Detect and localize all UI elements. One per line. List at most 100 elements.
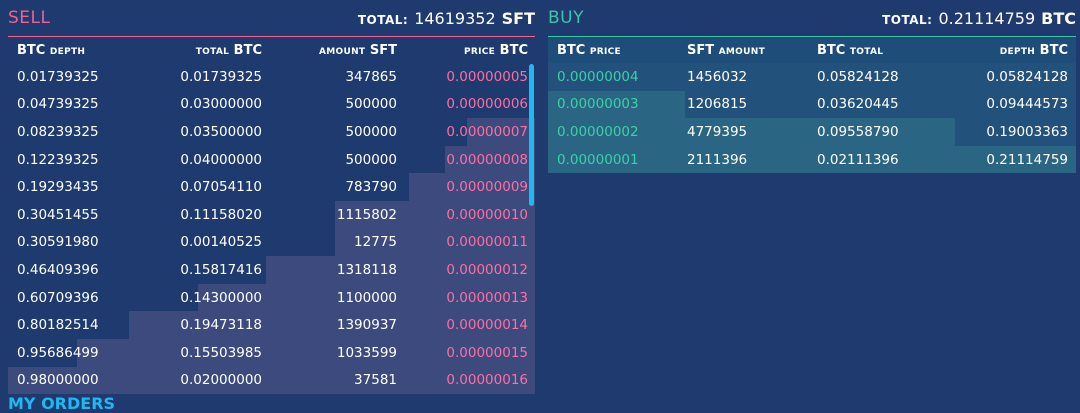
buy-orderbook: BUY TOTAL: 0.21114759 BTC BTC PRICE SFT … <box>548 0 1076 174</box>
sell-amount-cell: 37581 <box>354 372 397 389</box>
buy-depth-cell: 0.05824128 <box>986 68 1068 85</box>
sell-order-row[interactable]: 0.19293435 0.07054110 783790 0.00000009 <box>8 173 535 201</box>
sell-total-cell: 0.03000000 <box>180 96 262 113</box>
sell-total-cell: 0.14300000 <box>180 289 262 306</box>
sell-title: SELL <box>8 8 51 28</box>
sell-depth-cell: 0.30451455 <box>17 206 99 223</box>
sell-total: TOTAL: 14619352 SFT <box>358 9 535 28</box>
sell-total-value: 14619352 <box>414 8 496 28</box>
sell-depth-bar <box>8 366 535 395</box>
sell-order-row[interactable]: 0.80182514 0.19473118 1390937 0.00000014 <box>8 311 535 339</box>
sell-col-amount[interactable]: AMOUNT SFT <box>318 42 397 58</box>
sell-price-cell: 0.00000005 <box>446 68 528 85</box>
buy-total-cell: 0.02111396 <box>817 151 899 168</box>
buy-total-label: TOTAL: <box>882 12 933 27</box>
sell-order-row[interactable]: 0.08239325 0.03500000 500000 0.00000007 <box>8 118 535 146</box>
buy-amount-cell: 1206815 <box>687 96 748 113</box>
sell-col-total[interactable]: TOTAL BTC <box>195 42 262 58</box>
sell-amount-cell: 1100000 <box>336 289 397 306</box>
sell-price-cell: 0.00000014 <box>446 317 528 334</box>
sell-total-cell: 0.02000000 <box>180 372 262 389</box>
sell-total-cell: 0.15817416 <box>180 261 262 278</box>
buy-depth-bar <box>548 118 955 146</box>
sell-order-row[interactable]: 0.30591980 0.00140525 12775 0.00000011 <box>8 228 535 257</box>
sell-total-cell: 0.11158020 <box>180 206 262 223</box>
buy-amount-cell: 2111396 <box>687 151 748 168</box>
sell-amount-cell: 500000 <box>345 96 397 113</box>
sell-amount-cell: 1115802 <box>336 206 397 223</box>
sell-order-row[interactable]: 0.60709396 0.14300000 1100000 0.00000013 <box>8 283 535 312</box>
buy-rows: 0.00000004 1456032 0.05824128 0.05824128 0.0… <box>548 63 1076 174</box>
sell-order-row[interactable]: 0.30451455 0.11158020 1115802 0.00000010 <box>8 200 535 229</box>
buy-col-amount[interactable]: SFT AMOUNT <box>687 42 766 58</box>
buy-depth-bar <box>548 145 1076 174</box>
buy-price-cell: 0.00000002 <box>557 123 639 140</box>
sell-depth-cell: 0.80182514 <box>17 317 99 334</box>
sell-scrollbar[interactable] <box>529 64 534 206</box>
buy-amount-cell: 1456032 <box>687 68 748 85</box>
sell-depth-bar <box>266 256 535 284</box>
sell-total-cell: 0.03500000 <box>180 123 262 140</box>
sell-order-row[interactable]: 0.12239325 0.04000000 500000 0.00000008 <box>8 145 535 174</box>
sell-depth-cell: 0.95686499 <box>17 344 99 361</box>
sell-price-cell: 0.00000011 <box>446 234 528 251</box>
sell-price-cell: 0.00000010 <box>446 206 528 223</box>
sell-depth-bar <box>76 338 535 367</box>
sell-depth-cell: 0.01739325 <box>17 68 99 85</box>
sell-price-cell: 0.00000007 <box>446 123 528 140</box>
buy-total-unit: BTC <box>1041 8 1076 28</box>
sell-depth-bar <box>466 118 535 146</box>
sell-depth-bar <box>445 145 535 174</box>
sell-col-depth[interactable]: BTC DEPTH <box>17 42 86 58</box>
sell-order-row[interactable]: 0.98000000 0.02000000 37581 0.00000016 <box>8 366 535 395</box>
sell-amount-cell: 1390937 <box>336 317 397 334</box>
sell-amount-cell: 12775 <box>354 234 397 251</box>
sell-total-cell: 0.00140525 <box>180 234 262 251</box>
buy-price-cell: 0.00000001 <box>557 151 639 168</box>
sell-rows: 0.01739325 0.01739325 347865 0.00000005 0.04… <box>8 63 535 403</box>
sell-depth-cell: 0.08239325 <box>17 123 99 140</box>
buy-depth-cell: 0.19003363 <box>986 123 1068 140</box>
my-orders-title: MY ORDERS <box>8 394 116 413</box>
sell-price-cell: 0.00000013 <box>446 289 528 306</box>
sell-orderbook: SELL TOTAL: 14619352 SFT BTC DEPTH TOTAL… <box>8 0 535 403</box>
sell-depth-cell: 0.04739325 <box>17 96 99 113</box>
buy-order-row[interactable]: 0.00000003 1206815 0.03620445 0.09444573 <box>548 90 1076 119</box>
sell-depth-bar <box>334 200 535 229</box>
sell-depth-cell: 0.19293435 <box>17 179 99 196</box>
buy-col-depth[interactable]: DEPTH BTC <box>999 42 1068 58</box>
sell-amount-cell: 500000 <box>345 151 397 168</box>
buy-title: BUY <box>548 8 584 28</box>
buy-depth-cell: 0.09444573 <box>986 96 1068 113</box>
sell-order-row[interactable]: 0.01739325 0.01739325 347865 0.00000005 <box>8 63 535 91</box>
sell-price-cell: 0.00000016 <box>446 372 528 389</box>
buy-order-row[interactable]: 0.00000002 4779395 0.09558790 0.19003363 <box>548 118 1076 146</box>
buy-col-total[interactable]: BTC TOTAL <box>817 42 884 58</box>
sell-total-label: TOTAL: <box>357 12 409 27</box>
sell-amount-cell: 500000 <box>345 123 397 140</box>
sell-total-cell: 0.19473118 <box>180 317 262 334</box>
sell-total-unit: SFT <box>501 8 535 28</box>
sell-depth-cell: 0.12239325 <box>17 151 99 168</box>
sell-total-cell: 0.15503985 <box>180 344 262 361</box>
buy-order-row[interactable]: 0.00000004 1456032 0.05824128 0.05824128 <box>548 63 1076 91</box>
sell-col-price[interactable]: PRICE BTC <box>464 42 528 58</box>
sell-order-row[interactable]: 0.46409396 0.15817416 1318118 0.00000012 <box>8 256 535 284</box>
buy-total-cell: 0.09558790 <box>817 123 899 140</box>
sell-price-cell: 0.00000009 <box>446 179 528 196</box>
buy-total-value: 0.21114759 <box>938 8 1036 28</box>
sell-depth-cell: 0.98000000 <box>17 372 99 389</box>
buy-price-cell: 0.00000004 <box>557 68 639 85</box>
sell-amount-cell: 1318118 <box>336 261 397 278</box>
buy-order-row[interactable]: 0.00000001 2111396 0.02111396 0.21114759 <box>548 145 1076 174</box>
buy-depth-cell: 0.21114759 <box>986 151 1068 168</box>
buy-column-headers: BTC PRICE SFT AMOUNT BTC TOTAL DEPTH BTC <box>548 36 1076 63</box>
sell-total-cell: 0.01739325 <box>180 68 262 85</box>
buy-total-cell: 0.05824128 <box>817 68 899 85</box>
buy-col-price[interactable]: BTC PRICE <box>557 42 621 58</box>
buy-amount-cell: 4779395 <box>687 123 748 140</box>
sell-order-row[interactable]: 0.95686499 0.15503985 1033599 0.00000015 <box>8 338 535 367</box>
sell-price-cell: 0.00000015 <box>446 344 528 361</box>
sell-depth-cell: 0.60709396 <box>17 289 99 306</box>
sell-order-row[interactable]: 0.04739325 0.03000000 500000 0.00000006 <box>8 91 535 119</box>
